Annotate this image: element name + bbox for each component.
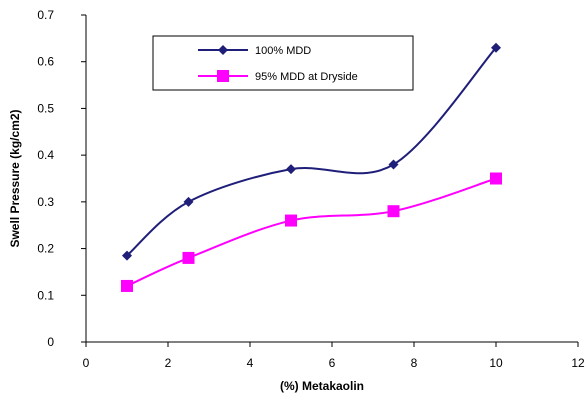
series-1 — [122, 42, 501, 261]
series-line — [126, 47, 497, 257]
x-tick-label: 0 — [83, 356, 90, 370]
x-tick-label: 10 — [489, 356, 503, 370]
y-tick-label: 0 — [47, 335, 54, 349]
data-point — [491, 42, 501, 53]
y-tick-label: 0.6 — [37, 55, 54, 69]
legend-marker — [218, 45, 228, 55]
data-point — [182, 251, 195, 264]
legend-entry: 95% MDD at Dryside — [198, 70, 358, 83]
y-tick-label: 0.4 — [37, 148, 54, 162]
series-layer — [121, 42, 502, 292]
y-tick-label: 0.5 — [37, 101, 54, 115]
plot-area: 0 0.1 0.2 0.3 0.4 0.5 0.6 0.7 0 2 4 6 8 10 12 — [37, 8, 585, 370]
y-tick-label: 0.7 — [37, 8, 54, 22]
series-line — [126, 177, 497, 287]
data-point — [121, 279, 133, 292]
data-point — [286, 164, 296, 175]
x-tick-label: 12 — [571, 356, 585, 370]
y-tick-label: 0.2 — [37, 242, 54, 256]
legend-label: 100% MDD — [255, 45, 311, 57]
x-axis-title: (%) Metakaolin — [280, 379, 364, 393]
x-tick-label: 6 — [329, 356, 336, 370]
data-point — [490, 172, 502, 185]
data-point — [387, 205, 400, 218]
data-point — [285, 214, 297, 227]
x-ticks: 0 2 4 6 8 10 12 — [83, 342, 585, 370]
legend-label: 95% MDD at Dryside — [255, 71, 358, 83]
series-2 — [121, 172, 502, 292]
data-point — [388, 159, 399, 170]
data-point — [183, 196, 194, 207]
y-tick-label: 0.1 — [37, 288, 54, 302]
legend-box — [152, 35, 414, 91]
y-ticks: 0 0.1 0.2 0.3 0.4 0.5 0.6 0.7 — [37, 8, 86, 349]
x-tick-label: 4 — [247, 356, 254, 370]
y-tick-label: 0.3 — [37, 195, 54, 209]
legend: 100% MDD 95% MDD at Dryside — [152, 35, 414, 91]
x-tick-label: 2 — [165, 356, 172, 370]
x-tick-label: 8 — [411, 356, 418, 370]
legend-marker — [217, 70, 229, 82]
y-axis-title: Swell Pressure (kg/cm2) — [8, 109, 22, 247]
legend-entries: 100% MDD 95% MDD at Dryside — [198, 45, 358, 83]
data-point — [122, 250, 132, 261]
legend-entry: 100% MDD — [198, 45, 311, 57]
